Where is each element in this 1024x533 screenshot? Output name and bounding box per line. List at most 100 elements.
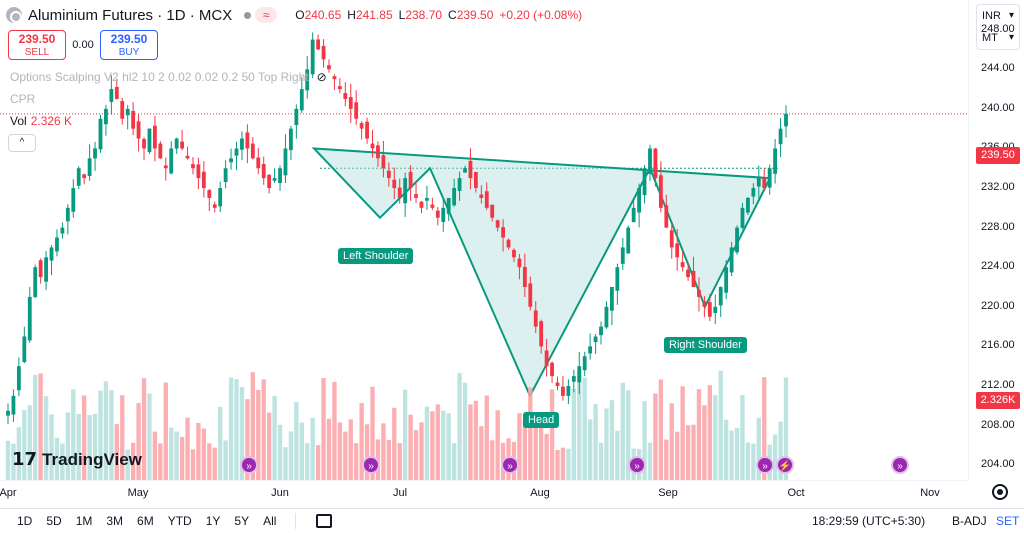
price-chart[interactable] <box>0 0 968 480</box>
back-adjust-toggle[interactable]: B-ADJ <box>952 514 987 528</box>
candle-body <box>778 128 783 145</box>
volume-bar <box>49 414 54 480</box>
volume-bar <box>364 424 370 480</box>
range-button-ytd[interactable]: YTD <box>167 514 192 528</box>
volume-bar <box>566 448 571 480</box>
event-marker-icon[interactable]: » <box>756 456 774 474</box>
candle-body <box>6 410 10 416</box>
candle-body <box>256 157 261 169</box>
volume-indicator-legend[interactable]: Vol 2.326 K <box>10 114 73 128</box>
volume-bar <box>664 439 669 480</box>
candle-body <box>22 336 27 363</box>
eye-off-icon[interactable]: ⊘ <box>316 70 327 84</box>
candle-body <box>642 168 647 196</box>
market-status-dot-icon <box>244 11 252 19</box>
wave-icon[interactable]: ≈ <box>255 7 278 23</box>
event-marker-icon[interactable]: » <box>362 456 380 474</box>
unit-dropdown[interactable]: MT <box>977 27 1019 49</box>
candle-body <box>71 188 76 212</box>
event-marker-icon[interactable]: » <box>891 456 909 474</box>
event-marker-icon[interactable]: » <box>240 456 258 474</box>
volume-bar <box>723 419 729 480</box>
calendar-icon[interactable] <box>316 514 333 528</box>
candle-body <box>435 210 440 218</box>
candle-body <box>207 190 212 198</box>
volume-bar <box>593 404 598 480</box>
volume-bar <box>81 395 87 480</box>
volume-bar <box>604 408 609 480</box>
event-marker-icon[interactable]: » <box>628 456 646 474</box>
candle-body <box>196 164 201 179</box>
range-button-all[interactable]: All <box>263 514 277 528</box>
range-button-1y[interactable]: 1Y <box>205 514 221 528</box>
volume-bar <box>174 431 179 480</box>
candle-body <box>343 93 348 99</box>
y-tick-label: 232.00 <box>981 181 1015 194</box>
candle-body <box>746 197 750 213</box>
range-button-6m[interactable]: 6M <box>137 514 154 528</box>
volume-bar <box>484 395 489 480</box>
collapse-legend-button[interactable]: ^ <box>8 134 36 152</box>
candle-body <box>272 178 277 181</box>
volume-bar <box>212 447 217 480</box>
range-button-1d[interactable]: 1D <box>17 514 33 528</box>
candle-body <box>33 267 38 298</box>
lightning-event-icon[interactable]: ⚡ <box>776 456 794 474</box>
volume-bar <box>38 373 43 480</box>
event-marker-icon[interactable]: » <box>501 456 519 474</box>
sell-button[interactable]: 239.50 SELL <box>8 30 66 60</box>
volume-bar <box>642 401 647 480</box>
volume-bar <box>538 416 544 480</box>
volume-bar <box>245 399 250 480</box>
volume-bar <box>713 395 718 480</box>
volume-bar <box>103 381 109 480</box>
candle-body <box>517 258 522 268</box>
volume-bar <box>332 381 337 480</box>
candle-body <box>65 207 70 222</box>
volume-bar <box>734 427 740 480</box>
ohlc-values: O240.65 H241.85 L238.70 C239.50 +0.20 (+… <box>295 8 583 22</box>
volume-bar <box>190 449 196 480</box>
range-button-1m[interactable]: 1M <box>75 514 93 528</box>
currency-dropdown[interactable]: INR <box>977 5 1019 27</box>
cpr-indicator-legend[interactable]: CPR <box>10 92 36 106</box>
clock[interactable]: 18:29:59 (UTC+5:30) <box>812 514 926 528</box>
range-button-5d[interactable]: 5D <box>46 514 62 528</box>
candle-body <box>370 143 375 149</box>
candle-body <box>327 65 331 70</box>
candle-body <box>87 158 92 176</box>
candle-body <box>348 97 353 109</box>
volume-bar <box>326 418 332 480</box>
candle-body <box>533 310 538 327</box>
time-axis[interactable]: Apr May Jun Jul Aug Sep Oct Nov <box>0 480 968 504</box>
candle-body <box>38 260 43 278</box>
candle-body <box>212 204 217 208</box>
range-button-5y[interactable]: 5Y <box>234 514 250 528</box>
candle-body <box>756 178 761 187</box>
y-tick-label: 224.00 <box>981 260 1015 273</box>
volume-bar <box>446 413 451 480</box>
options-indicator-legend[interactable]: Options Scalping V2 hl2 10 2 0.02 0.02 0… <box>10 70 327 84</box>
volume-bar <box>756 417 761 480</box>
volume-bar <box>729 430 734 480</box>
volume-bar <box>680 386 685 480</box>
tradingview-logo[interactable]: 17 TradingView <box>12 449 142 470</box>
volume-bar <box>196 422 201 480</box>
gear-icon[interactable] <box>992 484 1008 500</box>
volume-bar <box>549 389 555 480</box>
candle-body <box>174 138 179 149</box>
volume-bar <box>615 430 620 480</box>
y-tick-label: 216.00 <box>981 339 1015 352</box>
candle-body <box>359 123 364 129</box>
buy-button[interactable]: 239.50 BUY <box>100 30 158 60</box>
volume-bar <box>92 413 98 480</box>
candle-body <box>430 204 435 208</box>
volume-bar <box>354 443 359 480</box>
settlement-toggle[interactable]: SET <box>996 514 1020 528</box>
y-tick-label: 244.00 <box>981 62 1015 75</box>
volume-bar <box>555 449 560 480</box>
symbol-title[interactable]: Aluminium Futures · 1D · MCX <box>28 6 233 24</box>
candle-body <box>495 220 500 228</box>
volume-bar <box>305 443 310 480</box>
range-button-3m[interactable]: 3M <box>106 514 124 528</box>
